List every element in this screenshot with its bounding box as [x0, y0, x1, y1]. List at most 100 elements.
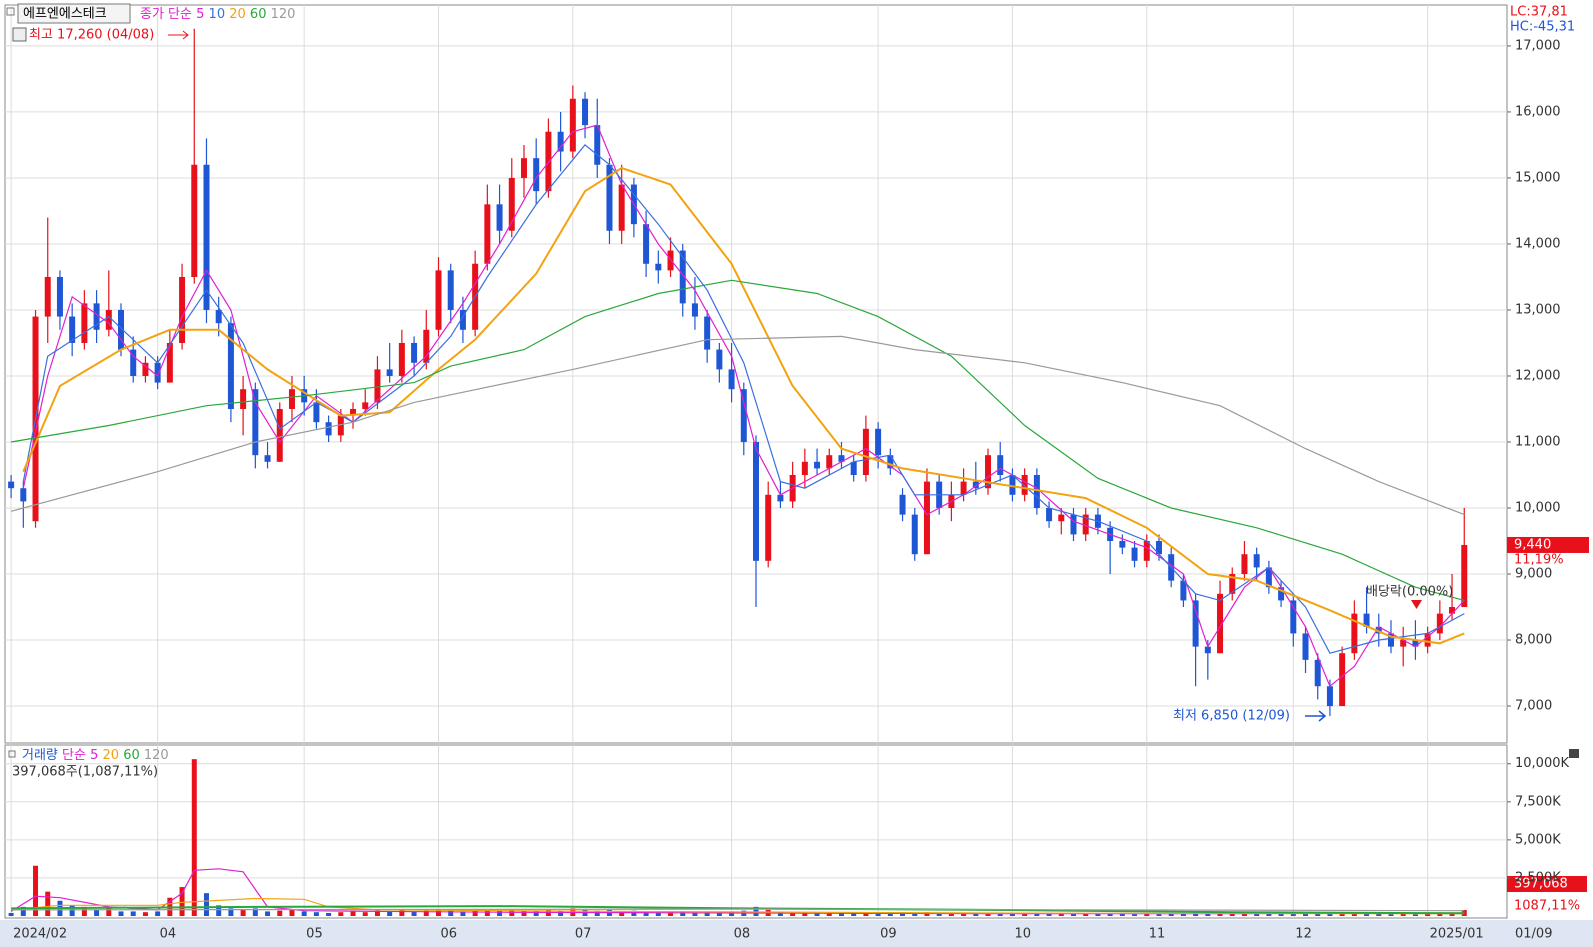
volume-bar — [1376, 914, 1382, 916]
stock-title: 에프엔에스테크 — [23, 7, 107, 22]
volume-bar — [1241, 913, 1247, 916]
candle-body — [655, 263, 662, 271]
candle-body — [81, 303, 88, 343]
candle-body — [1400, 640, 1407, 647]
volume-bar — [1266, 913, 1272, 916]
volume-bar — [1229, 913, 1235, 916]
ma-line — [22, 166, 1465, 645]
volume-bar — [814, 913, 820, 916]
candle-body — [423, 329, 430, 363]
volume-bar — [790, 912, 796, 916]
candle-body — [1424, 633, 1431, 647]
candle-body — [911, 514, 918, 555]
legend-entry: 5 — [196, 7, 204, 22]
volume-bar — [1217, 912, 1223, 916]
volume-bar — [973, 913, 979, 916]
candle-body — [1021, 474, 1028, 495]
ratio-label: 1087,11% — [1514, 899, 1580, 914]
candle-body — [1253, 554, 1260, 568]
candle-body — [56, 276, 63, 317]
candle-body — [179, 276, 186, 343]
volume-bar — [1339, 912, 1345, 916]
last-price-label: 9,440 — [1514, 537, 1551, 552]
price-legend: 종가 단순 5 10 20 60 120 — [140, 7, 295, 22]
candle-body — [325, 422, 332, 436]
candle-body — [313, 402, 320, 423]
candle-body — [1143, 541, 1150, 561]
candle-body — [1265, 567, 1272, 588]
y-tick-label: 8,000 — [1515, 633, 1552, 648]
last-volume-label: 397,068 — [1514, 877, 1568, 892]
legend-icon — [6, 7, 15, 16]
candle-body — [69, 316, 76, 343]
candle-body — [985, 455, 992, 489]
volume-bar — [521, 910, 527, 916]
volume-bar — [1168, 913, 1174, 916]
volume-bar — [203, 893, 209, 916]
volume-bar — [374, 910, 380, 916]
candle-body — [154, 362, 161, 383]
volume-bar — [704, 911, 710, 916]
candle-body — [20, 488, 27, 502]
volume-bar — [692, 912, 698, 916]
candle-body — [130, 349, 137, 376]
candle-body — [1241, 554, 1248, 575]
x-tick-label: 10 — [1014, 927, 1031, 942]
x-tick-label: 05 — [306, 927, 323, 942]
candle-body — [704, 316, 711, 350]
ma-line — [10, 868, 1465, 915]
volume-bar — [265, 911, 271, 916]
candle-body — [1058, 514, 1065, 522]
candle-body — [838, 455, 845, 462]
y-tick-label: 5,000K — [1515, 832, 1561, 847]
last-date-label: 01/09 — [1515, 927, 1552, 942]
candle-body — [777, 494, 784, 502]
candle-body — [1119, 541, 1126, 548]
legend-entry: 10 — [209, 7, 226, 22]
volume-bar — [118, 911, 124, 916]
volume-bar — [1412, 914, 1418, 916]
volume-bar — [1119, 914, 1125, 916]
volume-panel — [4, 744, 1508, 919]
candle-body — [679, 250, 686, 304]
x-tick-label: 09 — [880, 927, 897, 942]
candle-body — [1314, 659, 1321, 687]
volume-legend: 거래량 단순 5 20 60 120 — [22, 748, 169, 763]
volume-bar — [411, 911, 417, 916]
candle-body — [337, 415, 344, 436]
candle-body — [862, 428, 869, 475]
close-button[interactable] — [1569, 749, 1579, 758]
candle-body — [203, 164, 210, 310]
candle-body — [899, 494, 906, 515]
volume-bar — [94, 909, 100, 916]
candle-body — [166, 342, 173, 383]
volume-bar — [1058, 913, 1064, 916]
volume-bar — [69, 905, 75, 916]
volume-bar — [533, 911, 539, 916]
y-tick-label: 7,000 — [1515, 699, 1552, 714]
x-tick-label: 07 — [575, 927, 592, 942]
y-tick-label: 11,000 — [1515, 434, 1561, 449]
event-label: 배당락(0.00%) — [1366, 585, 1453, 600]
high-arrow — [168, 30, 189, 40]
volume-bar — [887, 913, 893, 916]
legend-label: 종가 단순 — [140, 7, 192, 22]
volume-bar — [155, 911, 161, 916]
candle-body — [960, 481, 967, 495]
price-panel — [4, 4, 1508, 744]
low-label: 최저 6,850 (12/09) — [1173, 709, 1290, 724]
candle-body — [594, 125, 601, 165]
candle-body — [1046, 508, 1053, 522]
volume-bar — [619, 911, 625, 916]
candle-body — [814, 461, 821, 469]
volume-bar — [399, 909, 405, 916]
hc-label: HC:-45,31 — [1510, 20, 1575, 35]
candle-body — [411, 342, 418, 363]
volume-title: 거래량 — [22, 748, 58, 763]
candle-body — [1461, 544, 1468, 608]
candle-body — [1387, 633, 1394, 647]
candle-body — [398, 342, 405, 376]
volume-bar — [961, 913, 967, 916]
legend-entry: 120 — [144, 748, 169, 763]
volume-bar — [362, 912, 368, 916]
